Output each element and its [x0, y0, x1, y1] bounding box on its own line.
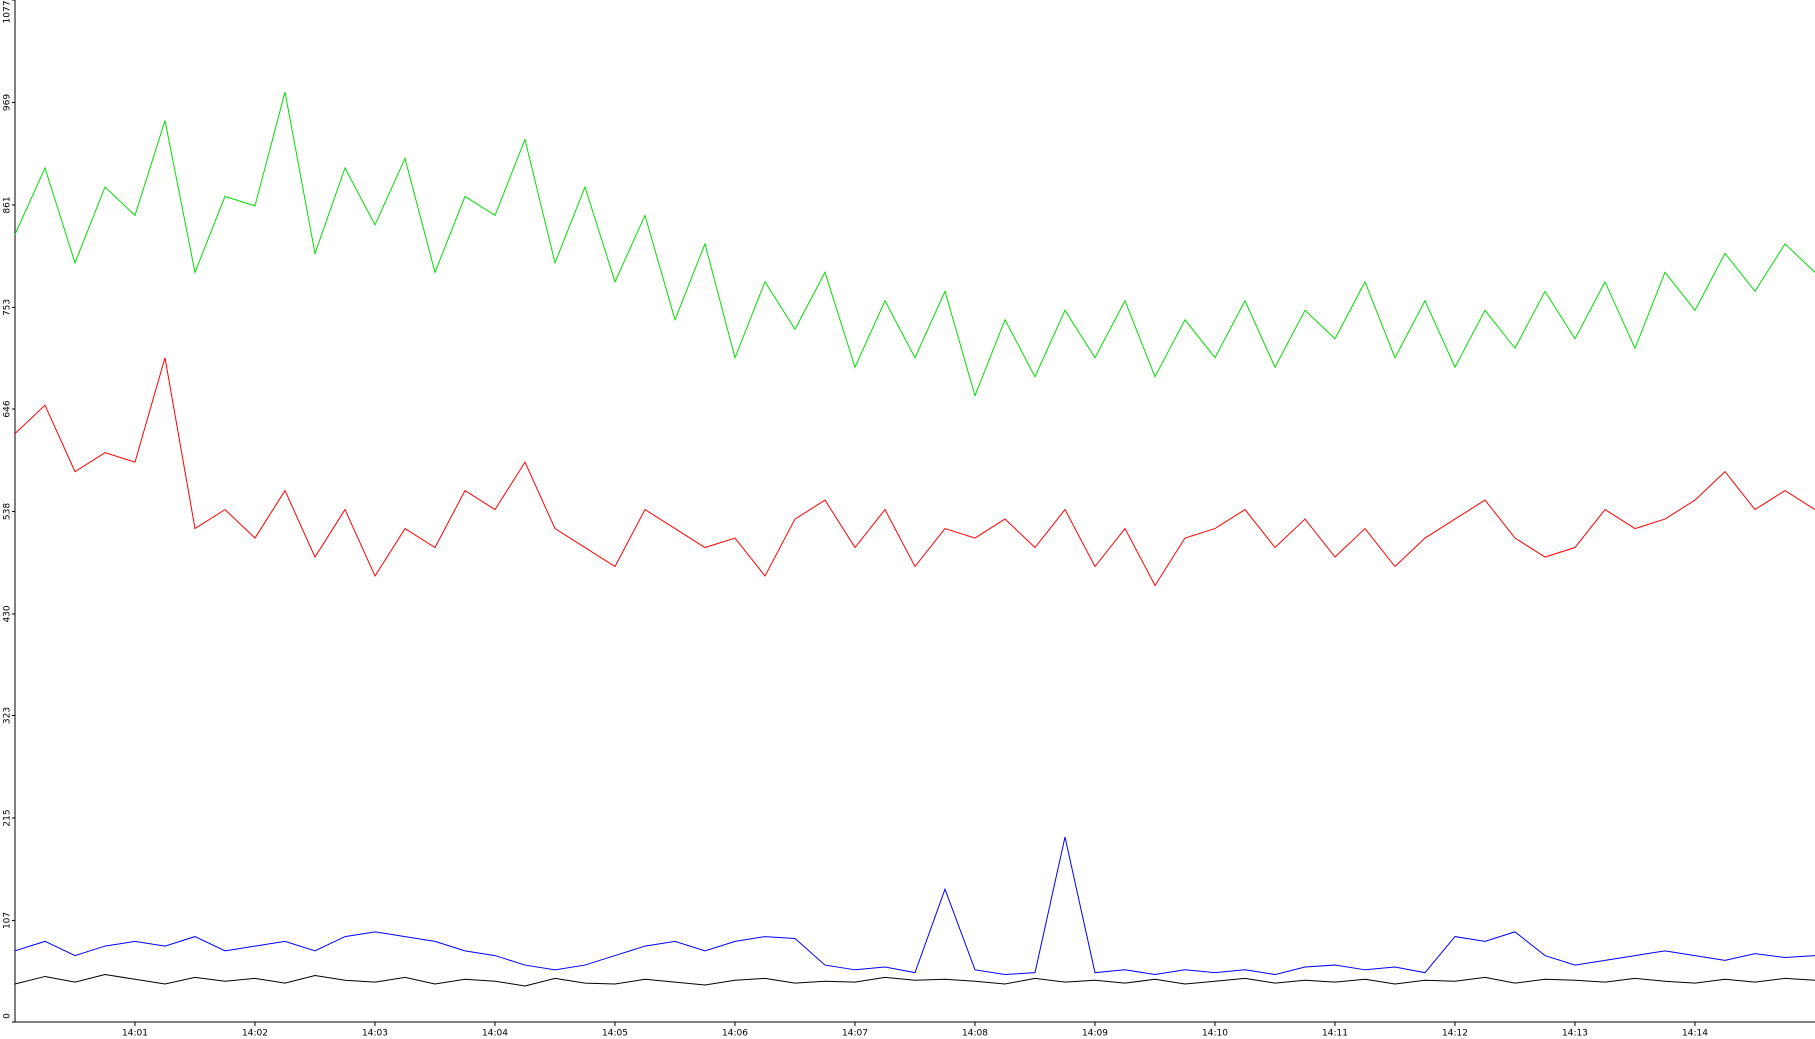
y-tick-label: 538: [3, 503, 13, 520]
x-tick-label: 14:02: [242, 1029, 268, 1039]
x-tick-label: 14:07: [842, 1029, 868, 1039]
data-line: [14, 974, 1815, 987]
x-tick-label: 14:08: [962, 1029, 988, 1039]
data-line: [14, 91, 1815, 398]
x-tick-label: 14:10: [1202, 1029, 1228, 1039]
y-tick-label: 1077: [3, 1, 13, 24]
x-tick-label: 14:03: [362, 1029, 388, 1039]
x-tick-label: 14:12: [1442, 1029, 1468, 1039]
y-tick-label: 753: [3, 299, 13, 316]
data-line: [14, 836, 1815, 976]
x-tick-label: 14:06: [722, 1029, 748, 1039]
data-line: [14, 357, 1815, 587]
x-tick-label: 14:13: [1562, 1029, 1588, 1039]
y-tick-label: 215: [3, 809, 13, 826]
y-tick-label: 0: [3, 1013, 13, 1019]
x-tick-label: 14:01: [122, 1029, 148, 1039]
y-tick-label: 861: [3, 196, 13, 213]
x-tick-label: 14:09: [1082, 1029, 1108, 1039]
x-tick-label: 14:14: [1682, 1029, 1708, 1039]
y-tick-label: 107: [3, 912, 13, 929]
y-tick-label: 646: [3, 400, 13, 417]
x-tick-label: 14:11: [1322, 1029, 1348, 1039]
y-tick-label: 430: [3, 605, 13, 622]
x-tick-label: 14:05: [602, 1029, 628, 1039]
y-tick-label: 969: [3, 94, 13, 111]
x-tick-label: 14:04: [482, 1029, 508, 1039]
y-tick-label: 323: [3, 707, 13, 724]
